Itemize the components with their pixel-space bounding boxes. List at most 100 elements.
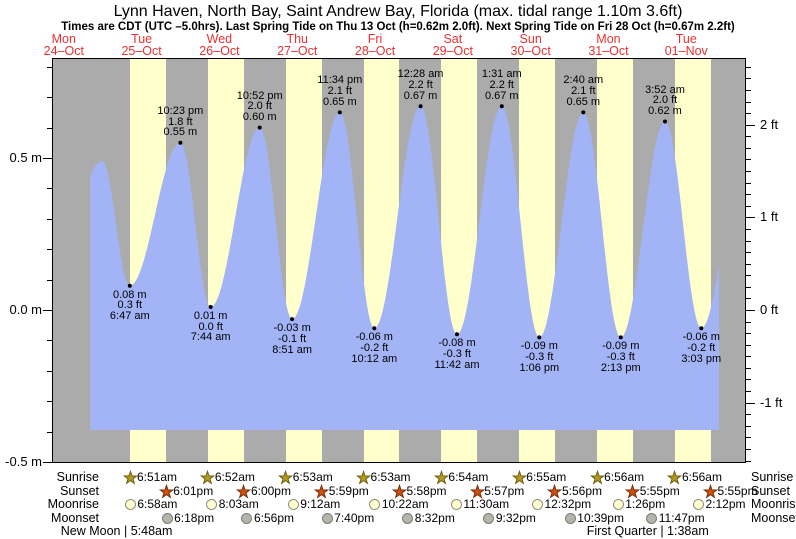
tide-low-annotation: -0.03 m -0.1 ft 8:51 am — [272, 322, 312, 356]
plot-border — [52, 58, 53, 463]
moonset-time: 6:56pm — [253, 510, 295, 525]
row-label-moonrise-right: Moonrise — [751, 497, 796, 511]
right-axis-tick — [746, 66, 751, 68]
plot-border — [52, 462, 746, 463]
right-axis-tick — [746, 263, 751, 265]
left-axis-tick — [47, 401, 52, 403]
right-axis-tick — [746, 460, 751, 462]
left-axis-tick — [47, 279, 52, 281]
right-axis-tick — [746, 159, 751, 161]
left-axis-tick — [47, 340, 52, 342]
day-label: Sat — [443, 32, 463, 46]
tide-high-annotation: 3:52 am 2.0 ft 0.62 m — [645, 83, 685, 117]
tide-high-annotation: 12:28 am 2.2 ft 0.67 m — [397, 68, 444, 102]
tide-high-annotation: 10:52 pm 2.0 ft 0.60 m — [236, 89, 283, 123]
sunrise-time: 6:54am — [448, 470, 489, 484]
moonset-time: 11:47pm — [658, 510, 705, 525]
moonrise-icon — [124, 499, 136, 510]
sunset-icon — [314, 483, 330, 499]
right-axis-tick — [746, 414, 751, 416]
sunset-icon — [469, 483, 485, 499]
moon-phase-label: New Moon | 5:48am — [60, 523, 173, 538]
moonset-icon — [402, 512, 414, 524]
sunset-icon — [391, 483, 407, 499]
moonrise-icon — [612, 499, 624, 510]
right-axis-tick — [746, 240, 751, 242]
tide-high-annotation: 1:31 am 2.2 ft 0.67 m — [481, 68, 522, 102]
row-label-sunrise-right: Sunrise — [751, 470, 794, 484]
right-axis-tick — [746, 402, 755, 404]
date-label: 24–Oct — [43, 44, 84, 58]
right-axis-tick — [746, 391, 751, 393]
right-axis-tick — [746, 425, 751, 427]
row-label-sunset-left: Sunset — [60, 483, 99, 498]
day-label: Mon — [596, 32, 621, 46]
sunset-time: 6:00pm — [250, 483, 291, 498]
y-axis-right-label: -1 ft — [760, 394, 783, 410]
moonrise-icon — [369, 499, 381, 510]
right-axis-tick — [746, 182, 751, 184]
sunrise-icon — [511, 470, 527, 485]
sunrise-time: 6:52am — [214, 470, 255, 484]
left-axis-tick — [47, 188, 52, 190]
right-axis-tick — [746, 194, 751, 196]
row-label-moonset-left: Moonset — [51, 510, 99, 525]
left-axis-tick — [47, 66, 52, 68]
tide-high-annotation: 10:23 pm 1.8 ft 0.55 m — [157, 104, 204, 139]
moonrise-icon — [206, 499, 218, 510]
right-axis-tick — [746, 356, 751, 358]
tide-low-annotation: 0.01 m 0.0 ft 7:44 am — [190, 309, 231, 344]
sunset-icon — [703, 483, 719, 499]
moonset-time: 10:39pm — [577, 510, 624, 525]
right-axis-tick — [746, 298, 751, 300]
right-axis-tick — [746, 101, 751, 103]
moonrise-icon — [693, 499, 704, 510]
sunset-icon — [158, 483, 174, 499]
sunset-icon — [625, 483, 641, 499]
row-label-moonrise-left: Moonrise — [47, 497, 99, 511]
moonset-icon — [646, 512, 658, 524]
day-band — [674, 58, 711, 462]
moonrise-time: 10:22am — [381, 497, 429, 511]
tide-low-annotation: 0.08 m 0.3 ft 6:47 am — [109, 288, 150, 323]
sunset-time: 5:57pm — [484, 483, 525, 498]
moonrise-time: 8:03am — [218, 497, 259, 511]
row-label-moonset-right: Moonset — [751, 510, 796, 525]
y-axis-right-label: 1 ft — [760, 209, 779, 225]
right-axis-tick — [746, 275, 751, 277]
day-label: Tue — [675, 32, 697, 46]
right-axis-tick — [746, 344, 751, 346]
sunset-time: 5:59pm — [328, 483, 369, 498]
sunrise-time: 6:53am — [370, 470, 411, 484]
sunrise-time: 6:56am — [681, 470, 722, 484]
y-axis-left-label: 0.0 m — [9, 302, 42, 317]
left-axis-tick — [47, 97, 52, 99]
moonset-time: 7:40pm — [334, 510, 375, 525]
right-axis-tick — [746, 437, 751, 439]
left-axis-tick — [47, 370, 52, 372]
moonset-time: 6:18pm — [174, 510, 215, 525]
moonrise-time: 9:12am — [300, 497, 341, 511]
moonset-icon — [241, 512, 253, 524]
moonrise-time: 11:30am — [463, 497, 510, 511]
moonrise-time: 2:12pm — [705, 497, 746, 511]
moonrise-icon — [531, 499, 543, 510]
day-label: Wed — [206, 32, 233, 46]
sunrise-time: 6:51am — [137, 470, 178, 484]
day-label: Thu — [286, 32, 308, 46]
moonrise-time: 1:26pm — [625, 497, 666, 511]
plot-border — [745, 58, 746, 463]
moonrise-time: 12:32pm — [544, 497, 592, 511]
sunrise-icon — [122, 470, 138, 485]
left-axis-tick — [43, 158, 52, 159]
left-axis-tick — [43, 310, 52, 311]
y-axis-left-label: -0.5 m — [5, 454, 42, 469]
right-axis-tick — [746, 136, 751, 138]
right-axis-tick — [746, 252, 751, 254]
date-label: 30–Oct — [510, 44, 551, 58]
left-axis-tick — [47, 249, 52, 251]
y-axis-left-label: 0.5 m — [9, 150, 42, 165]
tide-low-annotation: -0.06 m -0.2 ft 3:03 pm — [681, 331, 722, 365]
chart-subtitle: Times are CDT (UTC –5.0hrs). Last Spring… — [61, 21, 735, 33]
sunset-time: 5:55pm — [717, 483, 758, 498]
